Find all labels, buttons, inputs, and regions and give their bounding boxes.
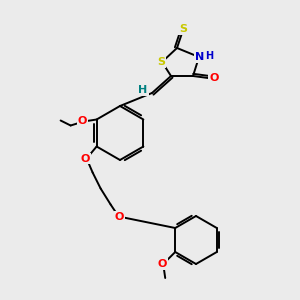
Text: O: O [81,154,90,164]
Text: S: S [157,57,165,67]
Text: O: O [158,259,167,269]
Text: O: O [209,73,219,83]
Text: O: O [115,212,124,221]
Text: N: N [195,52,205,62]
Text: S: S [179,24,187,34]
Text: O: O [78,116,87,127]
Text: H: H [205,51,213,61]
Text: H: H [138,85,148,95]
